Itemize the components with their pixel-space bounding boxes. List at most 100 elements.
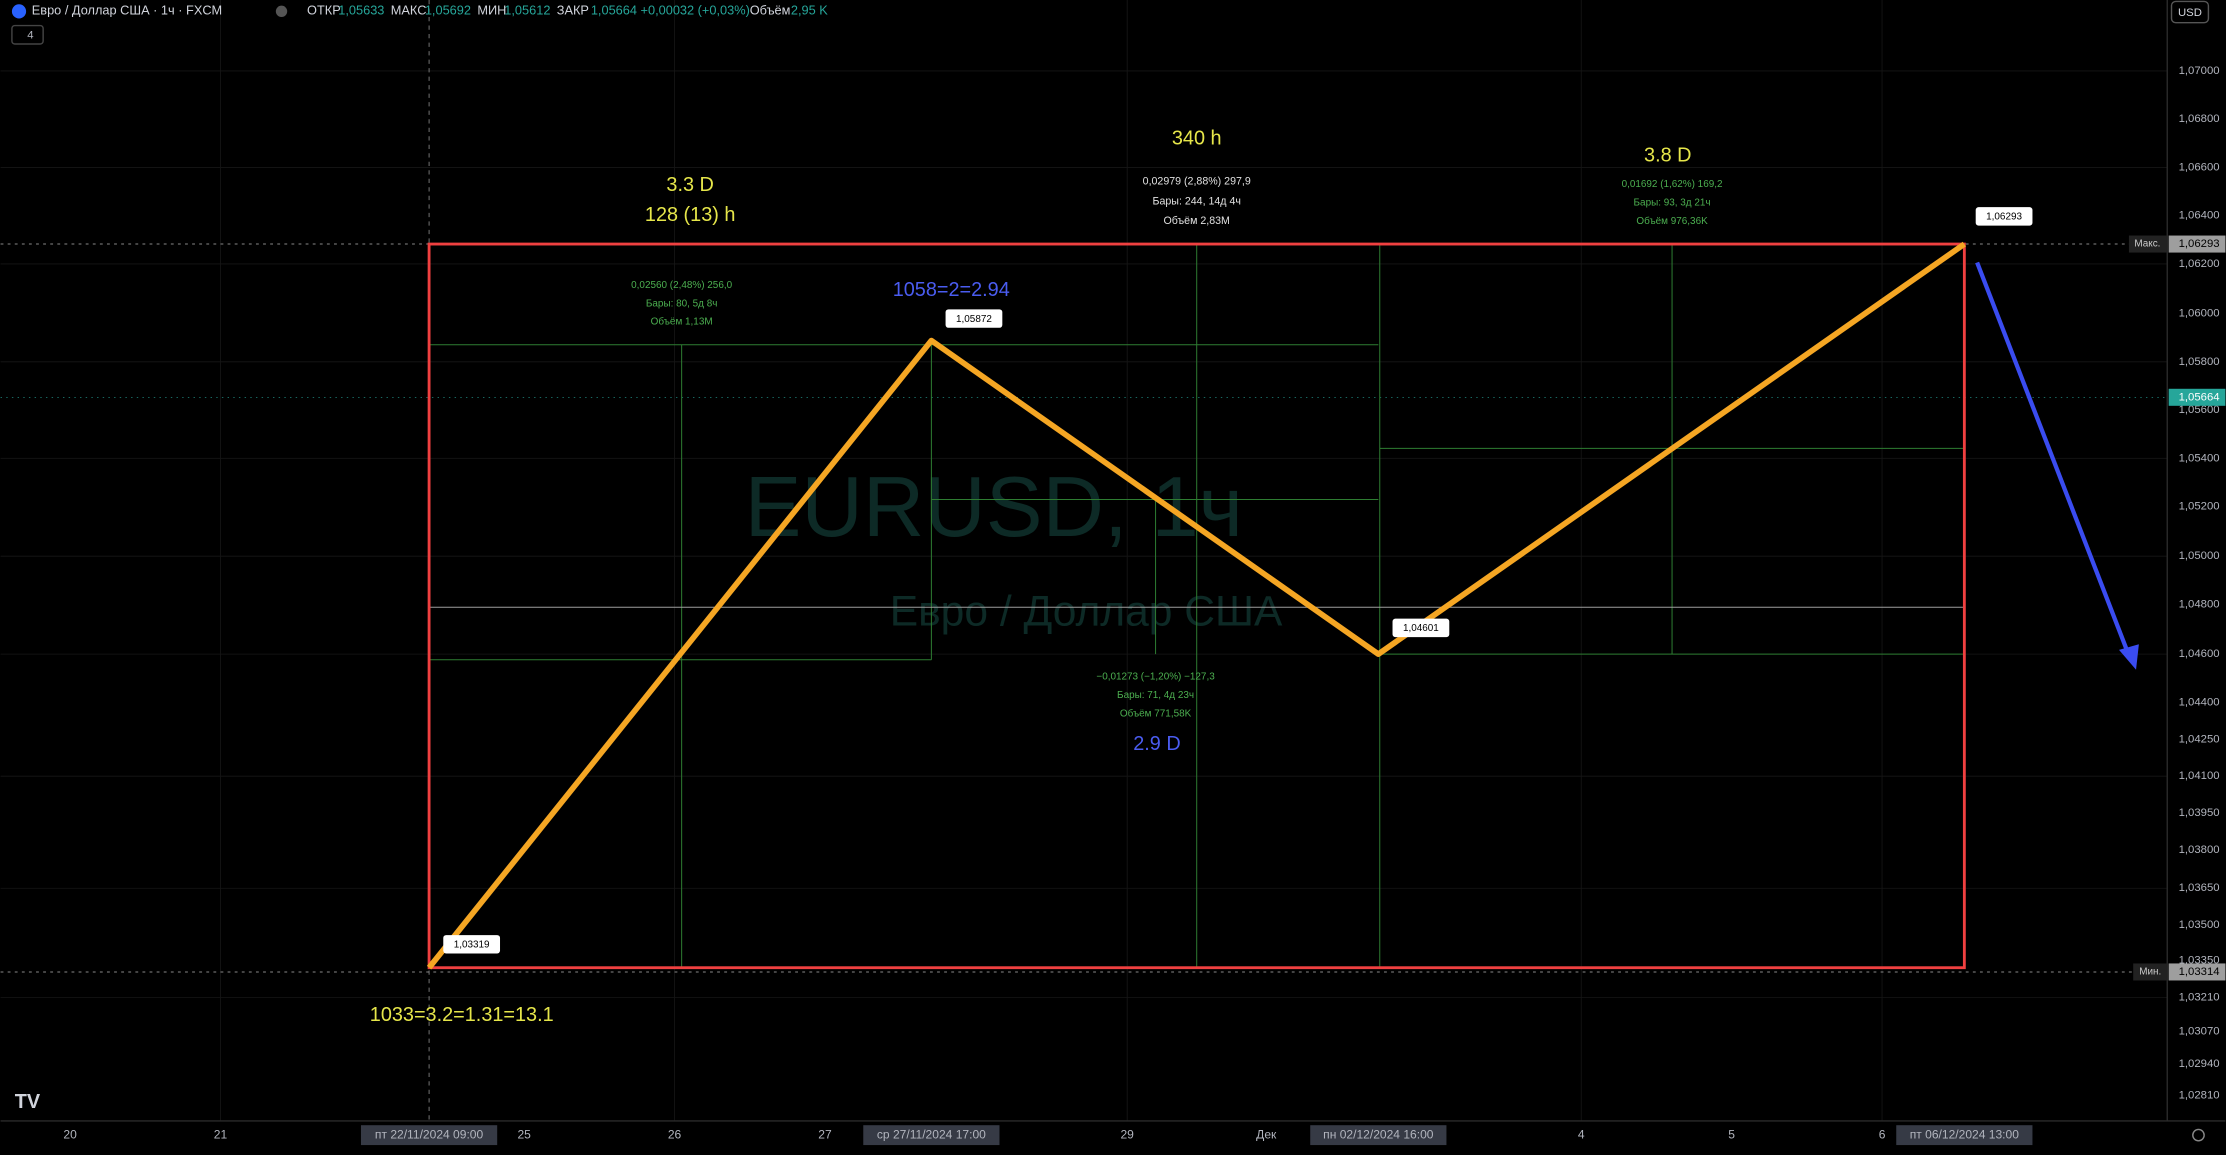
measure-text: Объём 2,83M <box>1164 215 1230 227</box>
price-label: 1,04600 <box>2179 648 2220 660</box>
ohlc-label: МИН <box>477 3 506 18</box>
market-status <box>275 5 288 18</box>
time-label: 6 <box>1879 1127 1886 1141</box>
max-badge <box>2168 235 2226 253</box>
price-label: 1,06800 <box>2179 113 2220 125</box>
indicator-count: 4 <box>27 29 33 41</box>
price-label: 1,06600 <box>2179 161 2220 173</box>
ohlc-label: Объём <box>750 3 791 18</box>
time-label: 21 <box>214 1127 228 1141</box>
annotation: 1033=3.2=1.31=13.1 <box>370 1004 554 1026</box>
time-label: 20 <box>63 1127 77 1141</box>
time-label: 5 <box>1728 1127 1735 1141</box>
price-label: 1,02810 <box>2179 1089 2220 1101</box>
price-label: 1,03950 <box>2179 807 2220 819</box>
time-label: пн 02/12/2024 16:00 <box>1323 1127 1434 1141</box>
measure-text: Бары: 93, 3д 21ч <box>1634 198 1711 209</box>
min-tag <box>2133 963 2168 981</box>
last-price: 1,05664 <box>2179 391 2220 403</box>
annotation: 1058=2=2.94 <box>893 279 1010 301</box>
min-tag-text: Мин. <box>2139 967 2161 978</box>
arrow-head <box>2119 644 2139 670</box>
annotation: 128 (13) h <box>645 204 736 226</box>
time-label: Дек <box>1256 1127 1277 1141</box>
settings-button[interactable] <box>2192 1128 2205 1142</box>
ohlc-label: ОТКР <box>307 3 341 18</box>
price-label: 1,06200 <box>2179 258 2220 270</box>
price-label: 1,07000 <box>2179 65 2220 77</box>
forecast-arrow <box>1975 261 2131 657</box>
measure-text: 0,01692 (1,62%) 169,2 <box>1622 179 1723 190</box>
ohlc-value: 2,95 K <box>791 3 828 18</box>
max-tag-text: Макс. <box>2134 239 2160 250</box>
max-price: 1,06293 <box>2179 238 2220 250</box>
point-label: 1,03319 <box>454 940 490 951</box>
time-label: 25 <box>517 1127 531 1141</box>
measure-text: Объём 771,58K <box>1120 708 1192 719</box>
measure-text: Бары: 71, 4д 23ч <box>1117 690 1194 701</box>
measure-text: Объём 976,36K <box>1636 216 1708 227</box>
point-label: 1,06293 <box>1986 212 2022 223</box>
price-label: 1,05000 <box>2179 550 2220 562</box>
price-label: 1,03650 <box>2179 882 2220 894</box>
annotation: 2.9 D <box>1133 733 1180 755</box>
time-label: 29 <box>1120 1127 1134 1141</box>
measure-text: 0,02979 (2,88%) 297,9 <box>1143 175 1251 187</box>
point-label: 1,04601 <box>1403 623 1439 634</box>
annotation: 3.3 D <box>666 174 713 196</box>
ohlc-value: 1,05612 <box>504 3 550 18</box>
watermark-symbol: EURUSD, 1ч <box>745 460 1243 555</box>
min-badge <box>2168 963 2226 981</box>
time-highlight <box>1310 1125 1447 1146</box>
measure-text: −0,01273 (−1,20%) −127,3 <box>1096 671 1215 682</box>
price-label: 1,04800 <box>2179 598 2220 610</box>
time-label: пт 22/11/2024 09:00 <box>375 1127 484 1141</box>
last-badge <box>2168 388 2226 406</box>
price-label: 1,03210 <box>2179 992 2220 1004</box>
time-label: 4 <box>1578 1127 1585 1141</box>
measure-text: 0,02560 (2,48%) 256,0 <box>631 280 732 291</box>
currency: USD <box>2178 7 2202 19</box>
price-label: 1,05400 <box>2179 452 2220 464</box>
time-label: ср 27/11/2024 17:00 <box>877 1127 986 1141</box>
tv-logo: TV <box>15 1091 41 1113</box>
ohlc-value: 1,05692 <box>425 3 471 18</box>
time-label: 27 <box>818 1127 832 1141</box>
time-highlight <box>863 1125 1000 1146</box>
ohlc-value: 1,05664 +0,00032 (+0,03%) <box>591 3 750 18</box>
ohlc-label: МАКС <box>391 3 427 18</box>
grid <box>0 0 2168 1121</box>
time-highlight <box>1896 1125 2033 1146</box>
price-label: 1,03500 <box>2179 919 2220 931</box>
price-label: 1,05200 <box>2179 501 2220 513</box>
price-labels: 1,07000 1,06800 1,06600 1,06400 1,06200 1,060… <box>2179 65 2220 1101</box>
zigzag <box>426 241 1966 970</box>
price-label: 1,03800 <box>2179 844 2220 856</box>
measure-text: Объём 1,13M <box>651 317 713 328</box>
point-labels: 1,03319 1,05872 1,04601 1,06293 <box>443 207 2033 954</box>
currency-button[interactable] <box>2170 0 2210 24</box>
symbol-icon <box>11 4 27 19</box>
price-label: 1,06000 <box>2179 308 2220 320</box>
ohlc-label: ЗАКР <box>557 3 589 18</box>
point-label: 1,05872 <box>956 314 992 325</box>
price-label: 1,02940 <box>2179 1058 2220 1070</box>
time-highlight <box>360 1125 498 1146</box>
price-label: 1,03070 <box>2179 1026 2220 1038</box>
time-label: пт 06/12/2024 13:00 <box>1910 1127 2019 1141</box>
price-label: 1,06400 <box>2179 210 2220 222</box>
ohlc-value: 1,05633 <box>338 3 384 18</box>
annotation: 3.8 D <box>1644 144 1691 166</box>
watermark-name: Евро / Доллар США <box>890 588 1283 636</box>
time-labels: 20 21 пт 22/11/2024 09:00 25 26 27 ср 27/11/20… <box>63 1125 2033 1146</box>
min-price: 1,03314 <box>2179 966 2220 978</box>
price-label: 1,04100 <box>2179 770 2220 782</box>
price-label: 1,05600 <box>2179 404 2220 416</box>
indicators-toggle[interactable] <box>11 24 44 45</box>
measure-text: Бары: 244, 14д 4ч <box>1153 195 1241 207</box>
time-label: 26 <box>668 1127 682 1141</box>
range-box <box>427 242 1966 970</box>
symbol-title[interactable]: Евро / Доллар США · 1ч · FXCM <box>32 3 222 18</box>
